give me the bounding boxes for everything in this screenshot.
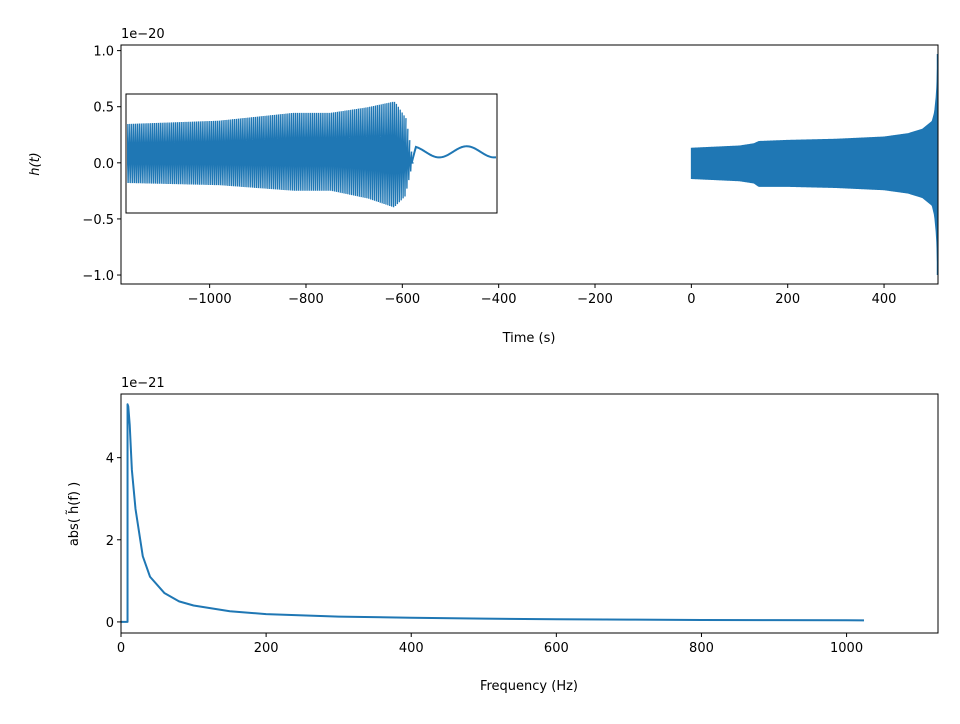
frequency-domain-plot: 0 200 400 600 800 1000 0 2 4 1e−21 Frequency (Hz… xyxy=(67,376,939,694)
frequency-x-tick-label: 600 xyxy=(544,641,569,656)
frequency-x-axis-label: Frequency (Hz) xyxy=(480,679,578,694)
inset-ringdown-wave xyxy=(410,145,496,164)
frequency-axes-frame xyxy=(120,393,939,634)
time-x-tick-label: 0 xyxy=(687,292,695,307)
frequency-x-tick-label: 200 xyxy=(254,641,279,656)
time-y-axis-label: h(t) xyxy=(28,152,43,175)
time-domain-plot: −1000 −800 −600 −400 −200 0 200 400 1.0 0.5 0.0 −0.… xyxy=(28,27,939,346)
time-y-offset-label: 1e−20 xyxy=(121,27,165,42)
frequency-x-tick-label: 800 xyxy=(689,641,714,656)
frequency-x-tick-label: 0 xyxy=(117,641,125,656)
time-y-tick-label: 1.0 xyxy=(93,45,114,60)
frequency-x-tick-label: 1000 xyxy=(830,641,863,656)
frequency-axes-ticks: 0 200 400 600 800 1000 0 2 4 xyxy=(106,452,863,656)
time-y-tick-label: −0.5 xyxy=(82,213,114,228)
frequency-y-offset-label: 1e−21 xyxy=(121,376,165,391)
frequency-y-tick-label: 4 xyxy=(106,452,114,467)
frequency-y-tick-label: 2 xyxy=(106,534,114,549)
inset-frame xyxy=(125,93,498,214)
time-axes-ticks: −1000 −800 −600 −400 −200 0 200 400 1.0 0.5 0.0 −0.… xyxy=(82,45,896,307)
time-series-envelope xyxy=(690,56,938,273)
inset-axes xyxy=(125,93,498,214)
time-y-tick-label: −1.0 xyxy=(82,269,114,284)
time-x-tick-label: 200 xyxy=(775,292,800,307)
frequency-y-axis-label: abs( h̃(f) ) xyxy=(67,482,82,546)
spectrum-line xyxy=(121,403,864,623)
inset-waveform xyxy=(127,101,496,208)
time-x-tick-label: 400 xyxy=(872,292,897,307)
time-y-tick-label: 0.5 xyxy=(93,101,114,116)
time-x-tick-label: −1000 xyxy=(188,292,232,307)
spectrum-area xyxy=(121,403,864,623)
frequency-x-tick-label: 400 xyxy=(399,641,424,656)
time-y-tick-label: 0.0 xyxy=(93,157,114,172)
time-x-axis-label: Time (s) xyxy=(502,331,556,346)
time-x-tick-label: −400 xyxy=(481,292,517,307)
inset-inspiral-oscillation xyxy=(127,101,414,208)
frequency-y-tick-label: 0 xyxy=(106,616,114,631)
time-x-tick-label: −200 xyxy=(577,292,613,307)
time-axes-frame xyxy=(120,44,939,285)
time-x-tick-label: −800 xyxy=(288,292,324,307)
time-x-tick-label: −600 xyxy=(384,292,420,307)
